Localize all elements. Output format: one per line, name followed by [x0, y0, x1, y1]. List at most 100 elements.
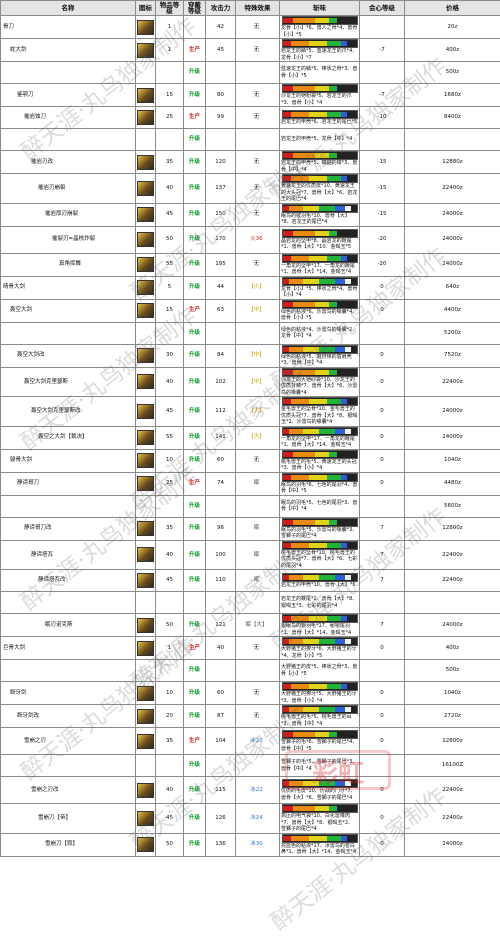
sharpness-segment: [283, 302, 293, 307]
sword-icon: [137, 404, 154, 419]
special-effect: 无: [254, 211, 260, 218]
sharpness-cell: 岩龙王的甲壳*10、兽骨【大】*6: [280, 570, 360, 592]
rarity-cell: 40: [156, 367, 184, 397]
weapon-name: 眠刃诺克斯: [1, 614, 136, 637]
special-cell: 无: [236, 107, 280, 129]
materials-text: 高压的电气袋*10、白化雷降肉*7、兽骨【大】*8、银暍玉*2、雪獅子的尾巴*4: [281, 813, 358, 833]
method-cell: 升级: [184, 276, 206, 299]
special-effect: 无: [254, 457, 260, 464]
attack-cell: 42: [206, 16, 236, 39]
header-icon: 图标: [136, 1, 156, 16]
sharpness-segment: [315, 520, 329, 525]
weapon-icon: [136, 777, 156, 804]
special-effect: 无: [254, 92, 260, 99]
sharpness-segment: [309, 836, 327, 841]
weapon-icon: [136, 107, 156, 129]
weapon-name-text: 巨骨大剑: [1, 645, 25, 652]
sharpness-cell: 眠鸟的催羽毛*10、兽骨【大】*8、岩龙王的尾巴*4: [280, 203, 360, 226]
method-label: 升级: [189, 408, 200, 414]
weapon-name: 鉴颚刀: [1, 84, 136, 107]
materials-text: 龙骨【小】*5、棒状之骨*4、兽骨【小】*4: [281, 286, 358, 299]
sharpness-segment: [289, 206, 303, 211]
special-effect: 【中】: [248, 307, 265, 314]
table-row: 岩龙王的鞭尾*2、兽骨【大】*8、银暍玉*3、七彩的尾羽*4: [1, 592, 500, 614]
method-label: 升级: [189, 434, 200, 440]
weapon-name: [1, 755, 136, 777]
sharpness-segment: [289, 279, 303, 284]
sharpness-segment: [315, 806, 329, 811]
weapon-icon: [136, 84, 156, 107]
sharpness-segment: [309, 616, 327, 621]
affinity-cell: 7: [360, 540, 405, 570]
affinity-cell: 0: [360, 804, 405, 834]
special-effect: 【大】: [248, 408, 265, 415]
price-cell: 24000z: [405, 426, 500, 449]
sharpness-segment: [283, 370, 293, 375]
affinity-cell: 0: [360, 299, 405, 322]
sharpness-cell: 黄速龙王的优质皮*10、黄速龙王的大头冠*7、兽骨【大】*6、岩龙王的尾巴*4: [280, 174, 360, 204]
sharpness-segment: [329, 452, 337, 457]
weapon-name-text: 轰空大剑克里瑟斯改: [1, 408, 81, 415]
sword-icon: [137, 430, 154, 445]
method-label: 升级: [189, 525, 200, 531]
price-cell: 24000z: [405, 203, 500, 226]
price-cell: 1680z: [405, 84, 500, 107]
sharpness-segment: [329, 18, 337, 23]
method-cell: 升级: [184, 426, 206, 449]
weapon-icon: [136, 299, 156, 322]
price-cell: [405, 592, 500, 614]
special-effect: 眠: [254, 552, 260, 559]
method-cell: 升级: [184, 62, 206, 84]
sharpness-cell: 眠鸟的羽毛*5、七色的尾羽*3、兽骨【中】*4: [280, 495, 360, 517]
weapon-icon: [136, 472, 156, 495]
sharpness-segment: [283, 112, 291, 117]
sharpness-segment: [303, 781, 319, 786]
sharpness-segment: [335, 206, 345, 211]
affinity-cell: 0: [360, 682, 405, 705]
weapon-icon: [136, 397, 156, 427]
sharpness-bar: [282, 16, 358, 25]
rarity-cell: 50: [156, 614, 184, 637]
rarity-cell: 35: [156, 728, 184, 755]
price-cell: 22400z: [405, 804, 500, 834]
price-cell: [405, 129, 500, 151]
method-cell: 升级: [184, 777, 206, 804]
special-cell: 眠【大】: [236, 614, 280, 637]
weapon-icon: [136, 517, 156, 540]
special-effect: 冰20: [250, 738, 263, 745]
price-cell: 20z: [405, 16, 500, 39]
weapon-icon: [136, 614, 156, 637]
special-cell: 冰24: [236, 804, 280, 834]
sharpness-segment: [289, 781, 303, 786]
weapon-icon: [136, 804, 156, 834]
weapon-name-text: 雪崩之刃: [1, 738, 46, 745]
materials-text: 桃毛兽王的坚骨*10、桃毛兽王的优质头冠*7、兽骨【大】*6、七彩的尾羽*4: [281, 550, 358, 570]
sharpness-segment: [319, 781, 335, 786]
sharpness-segment: [329, 370, 337, 375]
sharpness-segment: [289, 429, 303, 434]
rarity-cell: 40: [156, 174, 184, 204]
special-cell: [236, 62, 280, 84]
attack-cell: 96: [206, 517, 236, 540]
materials-text: 蓝速龙王的鳞*5、棒状之骨*3、兽骨【小】*5: [281, 66, 358, 79]
affinity-cell: -15: [360, 151, 405, 174]
sharpness-segment: [291, 41, 309, 46]
affinity-cell: -10: [360, 107, 405, 129]
sharpness-bar: [282, 151, 358, 160]
materials-text: 岩龙王的甲壳*5、龙骨【中】*4: [281, 136, 358, 143]
sharpness-cell: 雪獅子的毛*5、雪獅子的尾巴*3、兽骨【中】*4: [280, 755, 360, 777]
rarity-cell: 55: [156, 426, 184, 449]
sharpness-segment: [289, 347, 303, 352]
attack-cell: [206, 592, 236, 614]
sharpness-segment: [315, 370, 329, 375]
sword-icon: [137, 20, 154, 35]
weapon-icon: [136, 226, 156, 253]
sword-icon: [137, 547, 154, 562]
price-cell: 400z: [405, 637, 500, 660]
method-cell: 升级: [184, 84, 206, 107]
